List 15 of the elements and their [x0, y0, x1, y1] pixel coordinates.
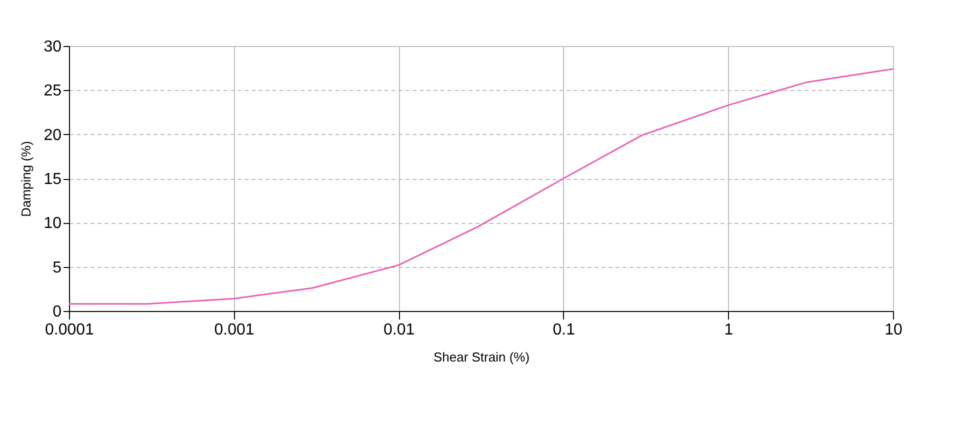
y-tick-label: 20 — [44, 126, 62, 144]
x-tick-label: 10 — [884, 322, 902, 338]
y-tick-label: 30 — [44, 38, 62, 56]
x-tick-label: 0.0001 — [45, 322, 94, 338]
y-tick-label: 0 — [52, 304, 62, 320]
x-tick-label: 0.01 — [384, 322, 415, 338]
y-tick-label: 5 — [52, 259, 62, 276]
y-tick-label: 15 — [44, 171, 62, 188]
y-tick-label: 10 — [44, 215, 62, 232]
y-tick-label: 25 — [44, 82, 62, 100]
y-axis-title: Damping (%) — [18, 141, 34, 217]
x-tick-label: 0.001 — [214, 322, 254, 338]
x-axis-title: Shear Strain (%) — [433, 350, 530, 364]
x-tick-label: 1 — [724, 322, 734, 338]
x-tick-label: 0.1 — [552, 322, 576, 338]
